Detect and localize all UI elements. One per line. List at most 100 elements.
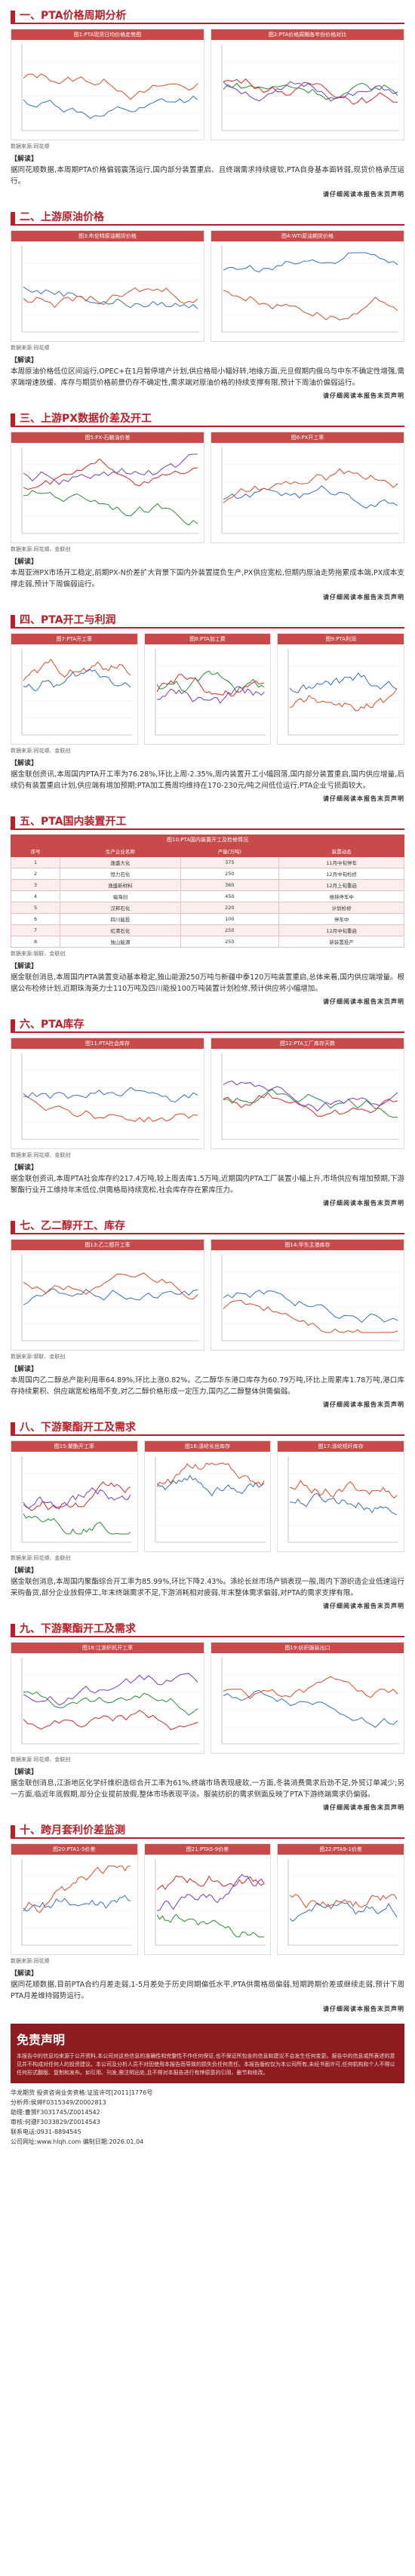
footer-line: 联系电话:0931-8894545 <box>11 2129 81 2135</box>
chart-plot <box>21 1456 132 1543</box>
chart-panel: 图8:PTA加工费 <box>143 633 272 745</box>
section-header: 六、PTA库存 <box>11 1013 404 1033</box>
table-cell: 11月中旬停车 <box>278 856 404 868</box>
chart-series-line <box>290 688 398 712</box>
chart-title: 图8:PTA加工费 <box>144 634 271 644</box>
chart-series-line <box>156 1462 265 1487</box>
chart-series-line <box>23 1288 198 1305</box>
chart-series-line <box>23 1673 198 1706</box>
table-cell: 450 <box>180 890 280 902</box>
chart-title: 图2:PTA价格周期各年份价格对比 <box>211 29 404 40</box>
chart-series-line <box>156 1914 264 1938</box>
table-caption: 图10:PTA国内装置开工及检修情况 <box>11 835 404 845</box>
chart-plot <box>221 1053 399 1140</box>
chart-series-line <box>223 485 398 509</box>
chart-panel: 图18:江浙织机开工率 <box>11 1642 204 1754</box>
chart-series-line <box>223 1092 398 1117</box>
report-section: 十、跨月套利价差监测 图20:PTA1-5价差 图21:PTA5-9价差 图22:PT… <box>0 1815 415 2016</box>
section-title: 十、跨月套利价差监测 <box>20 1824 125 1837</box>
read-statement-note: 请仔细阅读本报告末页声明 <box>323 392 404 399</box>
chart-title: 图15:聚酯开工率 <box>11 1441 137 1452</box>
note-text: 本周原油价格低位区间运行,OPEC+在1月暂停增产计划,供应格局小幅好转,地缘方… <box>11 367 404 387</box>
chart-plot <box>21 649 132 736</box>
chart-panel: 图6:PX开工率 <box>211 432 404 543</box>
chart-title: 图13:乙二醇开工率 <box>11 1240 204 1250</box>
note-text: 据同花顺数据,目前PTA合约月差走弱,1-5月差处于历史同期偏低水平,PTA供需… <box>11 1981 404 2000</box>
chart-panel: 图2:PTA价格周期各年份价格对比 <box>211 29 404 140</box>
note-title: 【解读】 <box>11 1164 38 1172</box>
disclaimer-title: 免责声明 <box>17 2033 66 2047</box>
chart-series-line <box>23 1513 131 1535</box>
data-source: 数据来源:同花顺 <box>11 345 50 351</box>
chart-title: 图9:PTA利润 <box>278 634 404 644</box>
data-source: 数据来源:同花顺、金联创 <box>11 1152 71 1158</box>
chart-series-line <box>156 670 264 693</box>
table-cell: 独山能源 <box>60 936 181 948</box>
table-cell: 四川能投 <box>60 913 181 925</box>
chart-plot <box>221 447 399 534</box>
chart-panel: 图19:纺织服装出口 <box>211 1642 404 1754</box>
chart-title: 图21:PTA5-9价差 <box>144 1844 271 1855</box>
note-text: 本周国内乙二醇总产能利用率64.89%,环比上涨0.82%。乙二醇华东港口库存为… <box>11 1376 404 1396</box>
table-cell: 100 <box>180 913 280 925</box>
data-source: 数据来源:同花顺 <box>11 143 50 149</box>
chart-title: 图17:涤纶短纤库存 <box>278 1441 404 1452</box>
table-cell: 福海创 <box>60 890 181 902</box>
chart-series-line <box>23 1487 131 1509</box>
note-title: 【解读】 <box>11 558 38 566</box>
chart-title: 图1:PTA现货日均价格走势图 <box>11 29 204 40</box>
chart-series-line <box>23 490 198 526</box>
chart-plot <box>221 1255 399 1342</box>
chart-title: 图20:PTA1-5价差 <box>11 1844 137 1855</box>
section-marker <box>11 816 15 828</box>
table-cell: 逸盛大化 <box>60 856 181 868</box>
section-marker <box>11 11 15 23</box>
disclaimer-box: 免责声明 本报告中的信息均来源于公开资料,本公司对这些信息的准确性和完整性不作任何… <box>11 2024 404 2083</box>
chart-series-line <box>223 81 398 102</box>
data-source: 数据来源:钢联、金联创 <box>11 951 66 957</box>
chart-series-line <box>290 1894 398 1909</box>
section-title: 二、上游原油价格 <box>20 211 104 223</box>
note-text: 据金联创资讯,本周PTA社会库存约217.4万吨,较上周去库1.5万吨,近期国内… <box>11 1175 404 1194</box>
chart-title: 图5:PX-石脑油价差 <box>11 432 204 443</box>
chart-series-line <box>23 73 198 100</box>
report-section: 四、PTA开工与利润 图7:PTA开工率 图8:PTA加工费 图9:PTA利润 数据来源… <box>0 604 415 806</box>
report-section: 三、上游PX数据价差及开工 图5:PX-石脑油价差 图6:PX开工率 数据来源:同花顺… <box>0 403 415 604</box>
table-header-cell: 产能(万吨) <box>180 845 280 857</box>
chart-row: 图11:PTA社会库存 图12:PTA工厂库存天数 <box>11 1037 404 1149</box>
chart-panel: 图21:PTA5-9价差 <box>143 1843 272 1955</box>
section-header: 五、PTA国内装置开工 <box>11 810 404 830</box>
chart-plot <box>21 45 199 131</box>
footer-line: 分析师:侯婷F0315349/Z0002813 <box>11 2099 106 2106</box>
chart-series-line <box>156 686 265 704</box>
chart-plot <box>21 1658 199 1744</box>
chart-title: 图16:涤纶长丝库存 <box>144 1441 271 1452</box>
chart-panel: 图14:华东主港库存 <box>211 1239 404 1351</box>
report-section: 九、下游聚酯开工及需求图18:江浙织机开工率 图19:纺织服装出口数据来源:同花顺… <box>0 1613 415 1815</box>
section-header: 九、下游聚酯开工及需求 <box>11 1618 404 1637</box>
chart-series-line <box>23 1272 198 1300</box>
chart-plot <box>155 1859 266 1946</box>
section-title: 七、乙二醇开工、库存 <box>20 1220 125 1232</box>
chart-panel: 图4:WTI原油期货价格 <box>211 230 404 342</box>
table-cell: 375 <box>180 856 280 868</box>
read-statement-note: 请仔细阅读本报告末页声明 <box>323 191 404 198</box>
section-header: 一、PTA价格周期分析 <box>11 5 404 24</box>
chart-title: 图7:PTA开工率 <box>11 634 137 644</box>
table-row: 4 福海创 450 维持停车中 <box>10 890 404 902</box>
note-title: 【解读】 <box>11 963 38 970</box>
table-cell: 6 <box>10 913 61 925</box>
chart-series-line <box>223 1081 398 1112</box>
table-cell: 1 <box>10 856 61 868</box>
report-section: 二、上游原油价格图3:布伦特原油期货价格 图4:WTI原油期货价格数据来源:同花顺… <box>0 201 415 403</box>
chart-series-line <box>223 468 398 503</box>
device-table: 序号 生产企业名称 产能(万吨) 装置动态 1 逸盛大化 375 11月中旬停车 2 恒力石化 25… <box>10 845 404 948</box>
footer-line: 公司网址:www.hlqh.com 编制日期:2026.01.04 <box>11 2138 144 2145</box>
chart-series-line <box>290 1480 398 1499</box>
table-row: 1 逸盛大化 375 11月中旬停车 <box>10 856 404 868</box>
data-source: 数据来源:同花顺 <box>11 1958 50 1964</box>
chart-title: 图3:布伦特原油期货价格 <box>11 231 204 241</box>
data-source: 数据来源:同花顺、金联创 <box>11 1555 71 1561</box>
data-source: 数据来源:同花顺、金联创 <box>11 1757 71 1763</box>
table-row: 7 虹港石化 250 12月中旬重启 <box>10 924 404 936</box>
